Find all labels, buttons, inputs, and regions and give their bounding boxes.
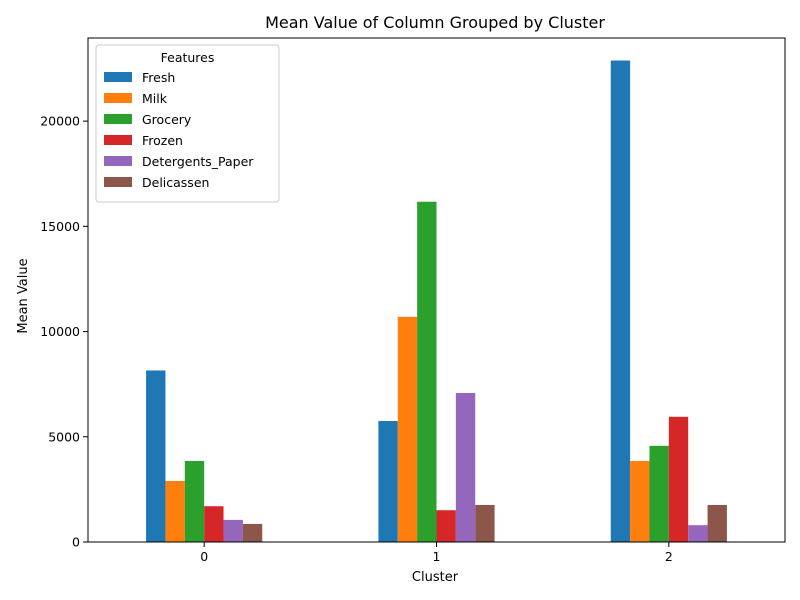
x-tick-label: 1 [433, 549, 441, 564]
bar [649, 445, 669, 542]
bar [378, 420, 398, 542]
bar [668, 416, 689, 542]
bar [436, 510, 456, 542]
y-tick-label: 5000 [48, 429, 80, 444]
legend-swatch [104, 156, 132, 166]
chart-title: Mean Value of Column Grouped by Cluster [265, 13, 605, 32]
bar [630, 460, 650, 542]
legend-swatch [104, 135, 132, 145]
legend-label: Milk [142, 91, 168, 106]
bar [146, 370, 166, 542]
bar [204, 506, 224, 542]
legend-label: Frozen [142, 133, 183, 148]
bar [417, 201, 437, 543]
x-tick-label: 2 [665, 549, 673, 564]
y-tick-label: 0 [72, 535, 80, 550]
legend-swatch [104, 177, 132, 187]
bar [475, 504, 495, 542]
legend-label: Detergents_Paper [142, 154, 254, 169]
legend: Features Fresh Milk Grocery Frozen Detergents… [95, 44, 280, 203]
bar [455, 393, 476, 542]
bar [242, 523, 263, 542]
bar [397, 316, 418, 542]
bar [707, 504, 727, 542]
bar [610, 60, 631, 543]
bar [184, 460, 205, 542]
legend-swatch [104, 72, 132, 82]
y-tick-label: 15000 [40, 219, 80, 234]
bar [223, 519, 243, 542]
legend-label: Delicassen [142, 175, 209, 190]
legend-label: Fresh [142, 70, 175, 85]
y-tick-label: 20000 [40, 114, 80, 129]
legend-title: Features [161, 50, 215, 65]
legend-label: Grocery [142, 112, 192, 127]
bars-layer [146, 60, 727, 543]
bar [688, 525, 708, 542]
bar [165, 480, 185, 542]
y-tick-label: 10000 [40, 324, 80, 339]
legend-swatch [104, 93, 132, 103]
y-axis-label: Mean Value [16, 258, 31, 333]
legend-box [95, 44, 280, 203]
x-axis-label: Cluster [412, 570, 459, 585]
plot-frame [87, 37, 786, 543]
x-tick-label: 0 [200, 549, 208, 564]
legend-swatch [104, 114, 132, 124]
axes-layer: 0 1 2 0 5000 10000 15000 20000 [40, 37, 786, 564]
